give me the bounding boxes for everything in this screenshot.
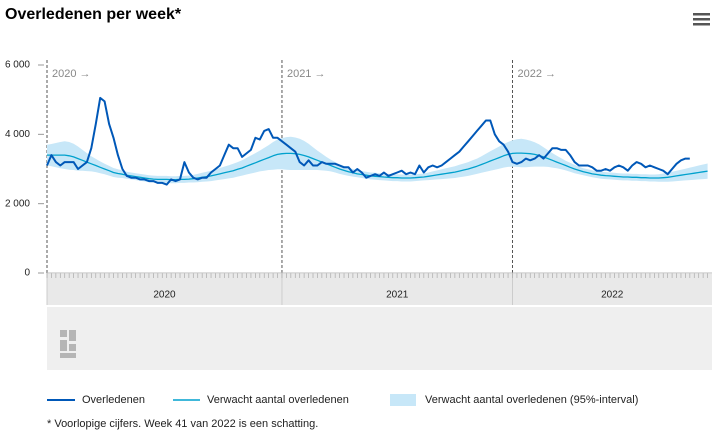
logo-part <box>60 340 67 351</box>
x-axis-band <box>47 274 712 305</box>
x-tick-label: 2022 <box>601 290 624 301</box>
x-tick-label: 2020 <box>153 290 176 301</box>
menu-bar <box>693 23 710 26</box>
y-tick-label: 6 000 <box>5 60 30 71</box>
legend-label: Verwacht aantal overledenen <box>207 394 349 406</box>
year-annotation: 2022 → <box>518 68 557 80</box>
chart-title: Overledenen per week* <box>5 6 182 23</box>
y-tick-label: 4 000 <box>5 129 30 140</box>
menu-bar <box>693 13 710 16</box>
legend-label: Verwacht aantal overledenen (95%-interva… <box>425 394 638 406</box>
legend-label: Overledenen <box>82 394 145 406</box>
logo-part <box>60 353 76 358</box>
menu-bar <box>693 18 710 21</box>
series-line <box>47 152 708 181</box>
navigator <box>47 307 712 370</box>
series-line <box>46 96 690 186</box>
year-annotation: 2021 → <box>287 68 326 80</box>
x-tick-label: 2021 <box>386 290 409 301</box>
y-tick-label: 0 <box>24 268 30 279</box>
menu-button[interactable] <box>693 13 710 26</box>
legend-swatch <box>390 394 416 406</box>
logo <box>60 330 76 358</box>
logo-part <box>69 330 76 341</box>
footnote: * Voorlopige cijfers. Week 41 van 2022 i… <box>47 418 318 430</box>
year-annotation: 2020 → <box>52 68 91 80</box>
logo-part <box>60 330 67 337</box>
logo-part <box>69 344 76 351</box>
y-tick-label: 2 000 <box>5 198 30 209</box>
